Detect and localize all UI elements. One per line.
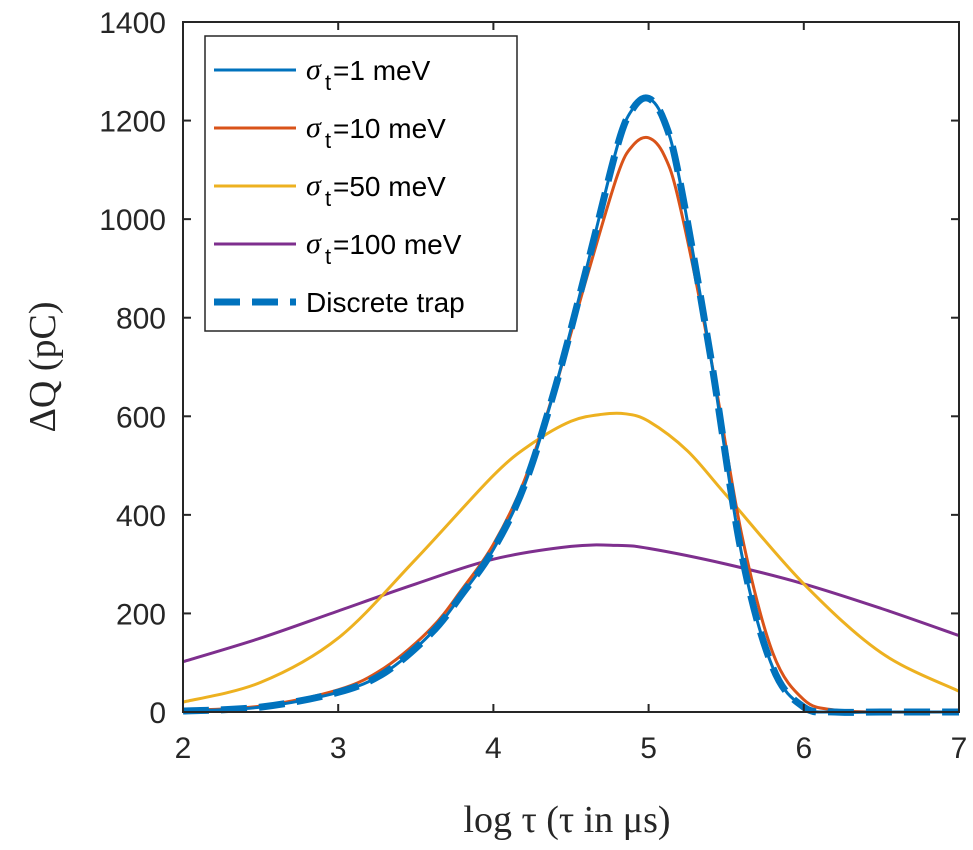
legend-item-2: σ t =50 meV [214,169,446,211]
series-line-2 [182,411,960,704]
y-tick-label-0: 0 [149,697,166,730]
legend-symbol-2: σ [306,169,322,202]
series-line-3 [182,543,960,664]
legend-label-2: =50 meV [333,171,446,202]
legend-subscript-1: t [325,128,331,153]
y-tick-label-5: 1000 [99,204,166,237]
legend-item-3: σ t =100 meV [214,227,462,269]
x-tick-label-1: 3 [330,732,347,765]
y-tick-label-6: 1200 [99,106,166,139]
legend-subscript-0: t [325,70,331,95]
legend-item-4: Discrete trap [214,287,465,318]
legend-label-3: =100 meV [333,229,462,260]
legend-label-4: Discrete trap [306,287,465,318]
y-tick-label-2: 400 [116,500,166,533]
y-axis-label: ΔQ (pC) [22,301,64,432]
legend-label-1: =10 meV [333,113,446,144]
legend-subscript-3: t [325,244,331,269]
y-tick-label-1: 200 [116,598,166,631]
x-tick-label-4: 6 [795,732,812,765]
axis-tick-labels: 2 3 4 5 6 7 0 200 400 600 800 1000 1200 1400 [99,7,967,765]
x-tick-label-5: 7 [951,732,968,765]
x-tick-label-2: 4 [485,732,502,765]
x-tick-label-0: 2 [175,732,192,765]
plot-frame [182,21,960,713]
legend-symbol-0: σ [306,53,322,86]
legend-subscript-2: t [325,186,331,211]
x-axis-label: log τ (τ in μs) [463,799,670,841]
plot-lines [182,94,960,716]
legend-symbol-1: σ [306,111,322,144]
axis-ticks [182,21,960,713]
y-tick-label-3: 600 [116,401,166,434]
y-tick-label-7: 1400 [99,7,166,40]
legend-label-0: =1 meV [333,55,431,86]
x-tick-label-3: 5 [640,732,657,765]
legend-item-1: σ t =10 meV [214,111,446,153]
series-line-1 [182,135,960,714]
legend-symbol-3: σ [306,227,322,260]
y-tick-label-4: 800 [116,303,166,336]
legend-item-0: σ t =1 meV [214,53,431,95]
series-line-0 [182,96,959,714]
legend-box [204,35,518,332]
